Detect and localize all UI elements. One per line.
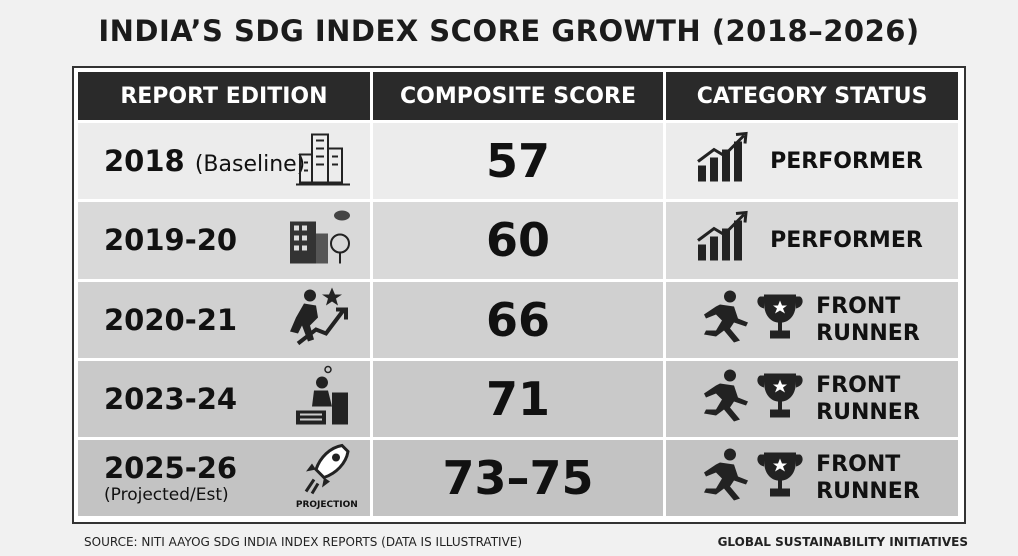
edition: 2023-24	[104, 382, 238, 417]
credit: GLOBAL SUSTAINABILITY INITIATIVES	[717, 535, 968, 549]
edition-cell: 2019-20	[78, 199, 373, 281]
edition: 2018	[104, 144, 185, 179]
status-icon	[694, 131, 750, 191]
status: FRONT RUNNER	[816, 452, 920, 505]
status-icon	[694, 447, 806, 510]
status-cell: PERFORMER	[664, 199, 958, 281]
source: SOURCE: NITI AAYOG SDG INDIA INDEX REPOR…	[84, 535, 523, 549]
status-icon	[694, 368, 806, 431]
status-cell: FRONT RUNNER	[664, 278, 958, 360]
score-table: REPORT EDITION COMPOSITE SCORE CATEGORY …	[78, 72, 958, 516]
score-cell: 60	[371, 199, 667, 281]
table-row: 2019-20 60 PERFORMER	[78, 199, 958, 281]
header-cell: REPORT EDITION	[78, 72, 373, 122]
status: PERFORMER	[770, 227, 923, 253]
edition-cell: 2025-26 (Projected/Est) PROJECTION	[78, 437, 373, 516]
edition-icon	[294, 129, 352, 194]
edition: 2020-21	[104, 302, 238, 337]
score-cell: 73–75	[371, 437, 667, 516]
edition: 2019-20	[104, 223, 238, 258]
header-cell: CATEGORY STATUS	[664, 72, 958, 122]
status-cell: FRONT RUNNER	[664, 437, 958, 516]
header-cell: COMPOSITE SCORE	[371, 72, 667, 122]
edition-cell: 2023-24	[78, 357, 373, 439]
edition-cell: 2018 (Baseline)	[78, 119, 373, 201]
header-row: REPORT EDITION COMPOSITE SCORE CATEGORY …	[78, 72, 958, 122]
edition-cell: 2020-21	[78, 278, 373, 360]
edition-icon	[302, 442, 352, 503]
edition-icon	[286, 208, 352, 273]
edition: 2025-26	[104, 451, 238, 486]
icon-label: PROJECTION	[295, 500, 358, 510]
edition-icon	[292, 365, 352, 434]
table-row: 2023-24 71 FRONT RUNNER	[78, 357, 958, 439]
edition-icon	[286, 285, 352, 354]
status-cell: FRONT RUNNER	[664, 357, 958, 439]
status-icon	[694, 288, 806, 351]
status: PERFORMER	[770, 148, 923, 174]
status-cell: PERFORMER	[664, 119, 958, 201]
status-icon	[694, 211, 750, 270]
edition-note: (Projected/Est)	[104, 485, 229, 506]
table-row: 2018 (Baseline) 57 PERFORMER	[78, 119, 958, 201]
table-row: 2020-21 66 FRONT RUNNER	[78, 278, 958, 360]
score-cell: 66	[371, 278, 667, 360]
status: FRONT RUNNER	[816, 293, 920, 346]
status: FRONT RUNNER	[816, 373, 920, 426]
score-cell: 57	[371, 119, 667, 201]
table-row: 2025-26 (Projected/Est) PROJECTION 73–75 FR…	[78, 437, 958, 516]
score-cell: 71	[371, 357, 667, 439]
edition-note: (Baseline)	[194, 152, 306, 178]
title: INDIA’S SDG INDEX SCORE GROWTH (2018–202…	[98, 14, 920, 48]
